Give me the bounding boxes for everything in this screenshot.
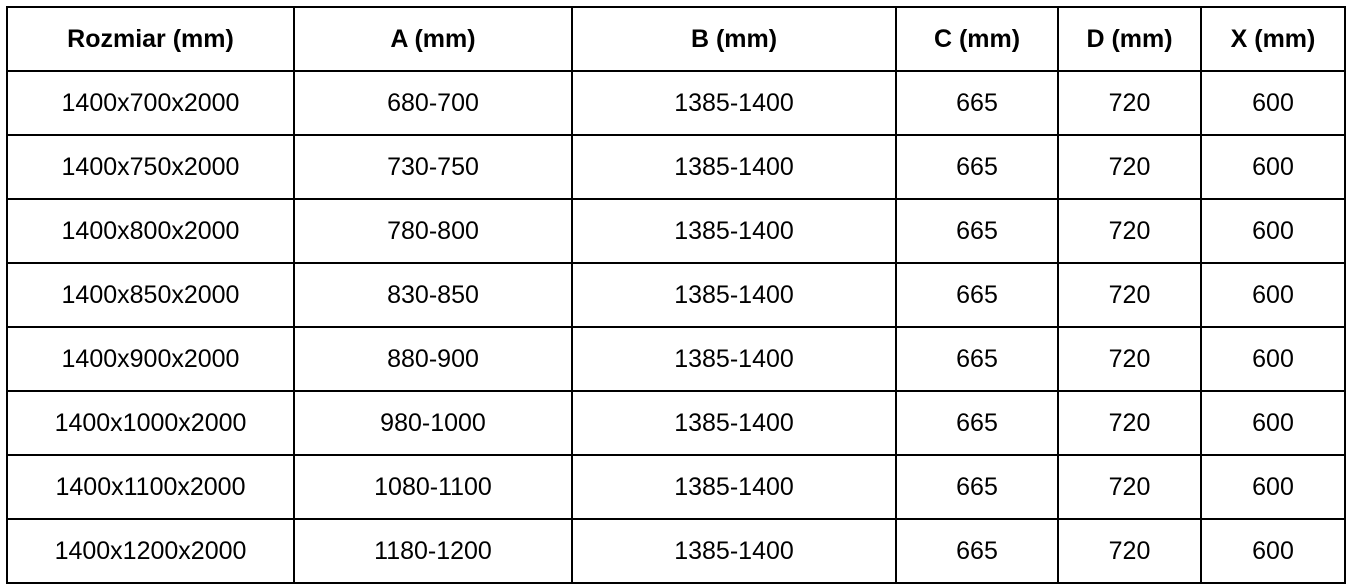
cell-size: 1400x750x2000 [6, 134, 295, 200]
cell-d: 720 [1057, 70, 1202, 136]
cell-d: 720 [1057, 134, 1202, 200]
cell-d: 720 [1057, 198, 1202, 264]
header-c: C (mm) [895, 6, 1059, 72]
cell-d: 720 [1057, 262, 1202, 328]
cell-b: 1385-1400 [571, 198, 897, 264]
cell-x: 600 [1200, 454, 1346, 520]
cell-b: 1385-1400 [571, 134, 897, 200]
cell-x: 600 [1200, 326, 1346, 392]
table-row: 1400x850x2000 830-850 1385-1400 665 720 600 [6, 262, 1346, 328]
cell-d: 720 [1057, 390, 1202, 456]
cell-x: 600 [1200, 198, 1346, 264]
cell-size: 1400x850x2000 [6, 262, 295, 328]
cell-size: 1400x1000x2000 [6, 390, 295, 456]
cell-b: 1385-1400 [571, 262, 897, 328]
cell-a: 830-850 [293, 262, 573, 328]
cell-d: 720 [1057, 518, 1202, 584]
table-row: 1400x1000x2000 980-1000 1385-1400 665 720 600 [6, 390, 1346, 456]
header-a: A (mm) [293, 6, 573, 72]
cell-size: 1400x700x2000 [6, 70, 295, 136]
cell-size: 1400x1200x2000 [6, 518, 295, 584]
table-row: 1400x1200x2000 1180-1200 1385-1400 665 720 60… [6, 518, 1346, 584]
header-x: X (mm) [1200, 6, 1346, 72]
table-body: 1400x700x2000 680-700 1385-1400 665 720 600 14… [6, 70, 1346, 584]
cell-a: 980-1000 [293, 390, 573, 456]
cell-x: 600 [1200, 134, 1346, 200]
cell-c: 665 [895, 70, 1059, 136]
table-row: 1400x700x2000 680-700 1385-1400 665 720 600 [6, 70, 1346, 136]
cell-size: 1400x1100x2000 [6, 454, 295, 520]
cell-c: 665 [895, 390, 1059, 456]
header-row: Rozmiar (mm) A (mm) B (mm) C (mm) D (mm)… [6, 6, 1346, 72]
cell-a: 880-900 [293, 326, 573, 392]
table-row: 1400x800x2000 780-800 1385-1400 665 720 600 [6, 198, 1346, 264]
cell-c: 665 [895, 454, 1059, 520]
table-row: 1400x750x2000 730-750 1385-1400 665 720 600 [6, 134, 1346, 200]
cell-b: 1385-1400 [571, 326, 897, 392]
cell-b: 1385-1400 [571, 390, 897, 456]
cell-d: 720 [1057, 326, 1202, 392]
header-size: Rozmiar (mm) [6, 6, 295, 72]
cell-c: 665 [895, 134, 1059, 200]
dimensions-table: Rozmiar (mm) A (mm) B (mm) C (mm) D (mm)… [6, 6, 1346, 584]
cell-a: 1180-1200 [293, 518, 573, 584]
cell-d: 720 [1057, 454, 1202, 520]
cell-size: 1400x800x2000 [6, 198, 295, 264]
cell-b: 1385-1400 [571, 518, 897, 584]
cell-b: 1385-1400 [571, 454, 897, 520]
cell-c: 665 [895, 518, 1059, 584]
cell-c: 665 [895, 262, 1059, 328]
cell-x: 600 [1200, 70, 1346, 136]
cell-c: 665 [895, 198, 1059, 264]
header-b: B (mm) [571, 6, 897, 72]
cell-a: 1080-1100 [293, 454, 573, 520]
cell-x: 600 [1200, 262, 1346, 328]
cell-size: 1400x900x2000 [6, 326, 295, 392]
header-d: D (mm) [1057, 6, 1202, 72]
cell-a: 680-700 [293, 70, 573, 136]
cell-x: 600 [1200, 390, 1346, 456]
table-row: 1400x900x2000 880-900 1385-1400 665 720 600 [6, 326, 1346, 392]
cell-a: 730-750 [293, 134, 573, 200]
cell-c: 665 [895, 326, 1059, 392]
cell-a: 780-800 [293, 198, 573, 264]
table-row: 1400x1100x2000 1080-1100 1385-1400 665 720 60… [6, 454, 1346, 520]
cell-b: 1385-1400 [571, 70, 897, 136]
cell-x: 600 [1200, 518, 1346, 584]
